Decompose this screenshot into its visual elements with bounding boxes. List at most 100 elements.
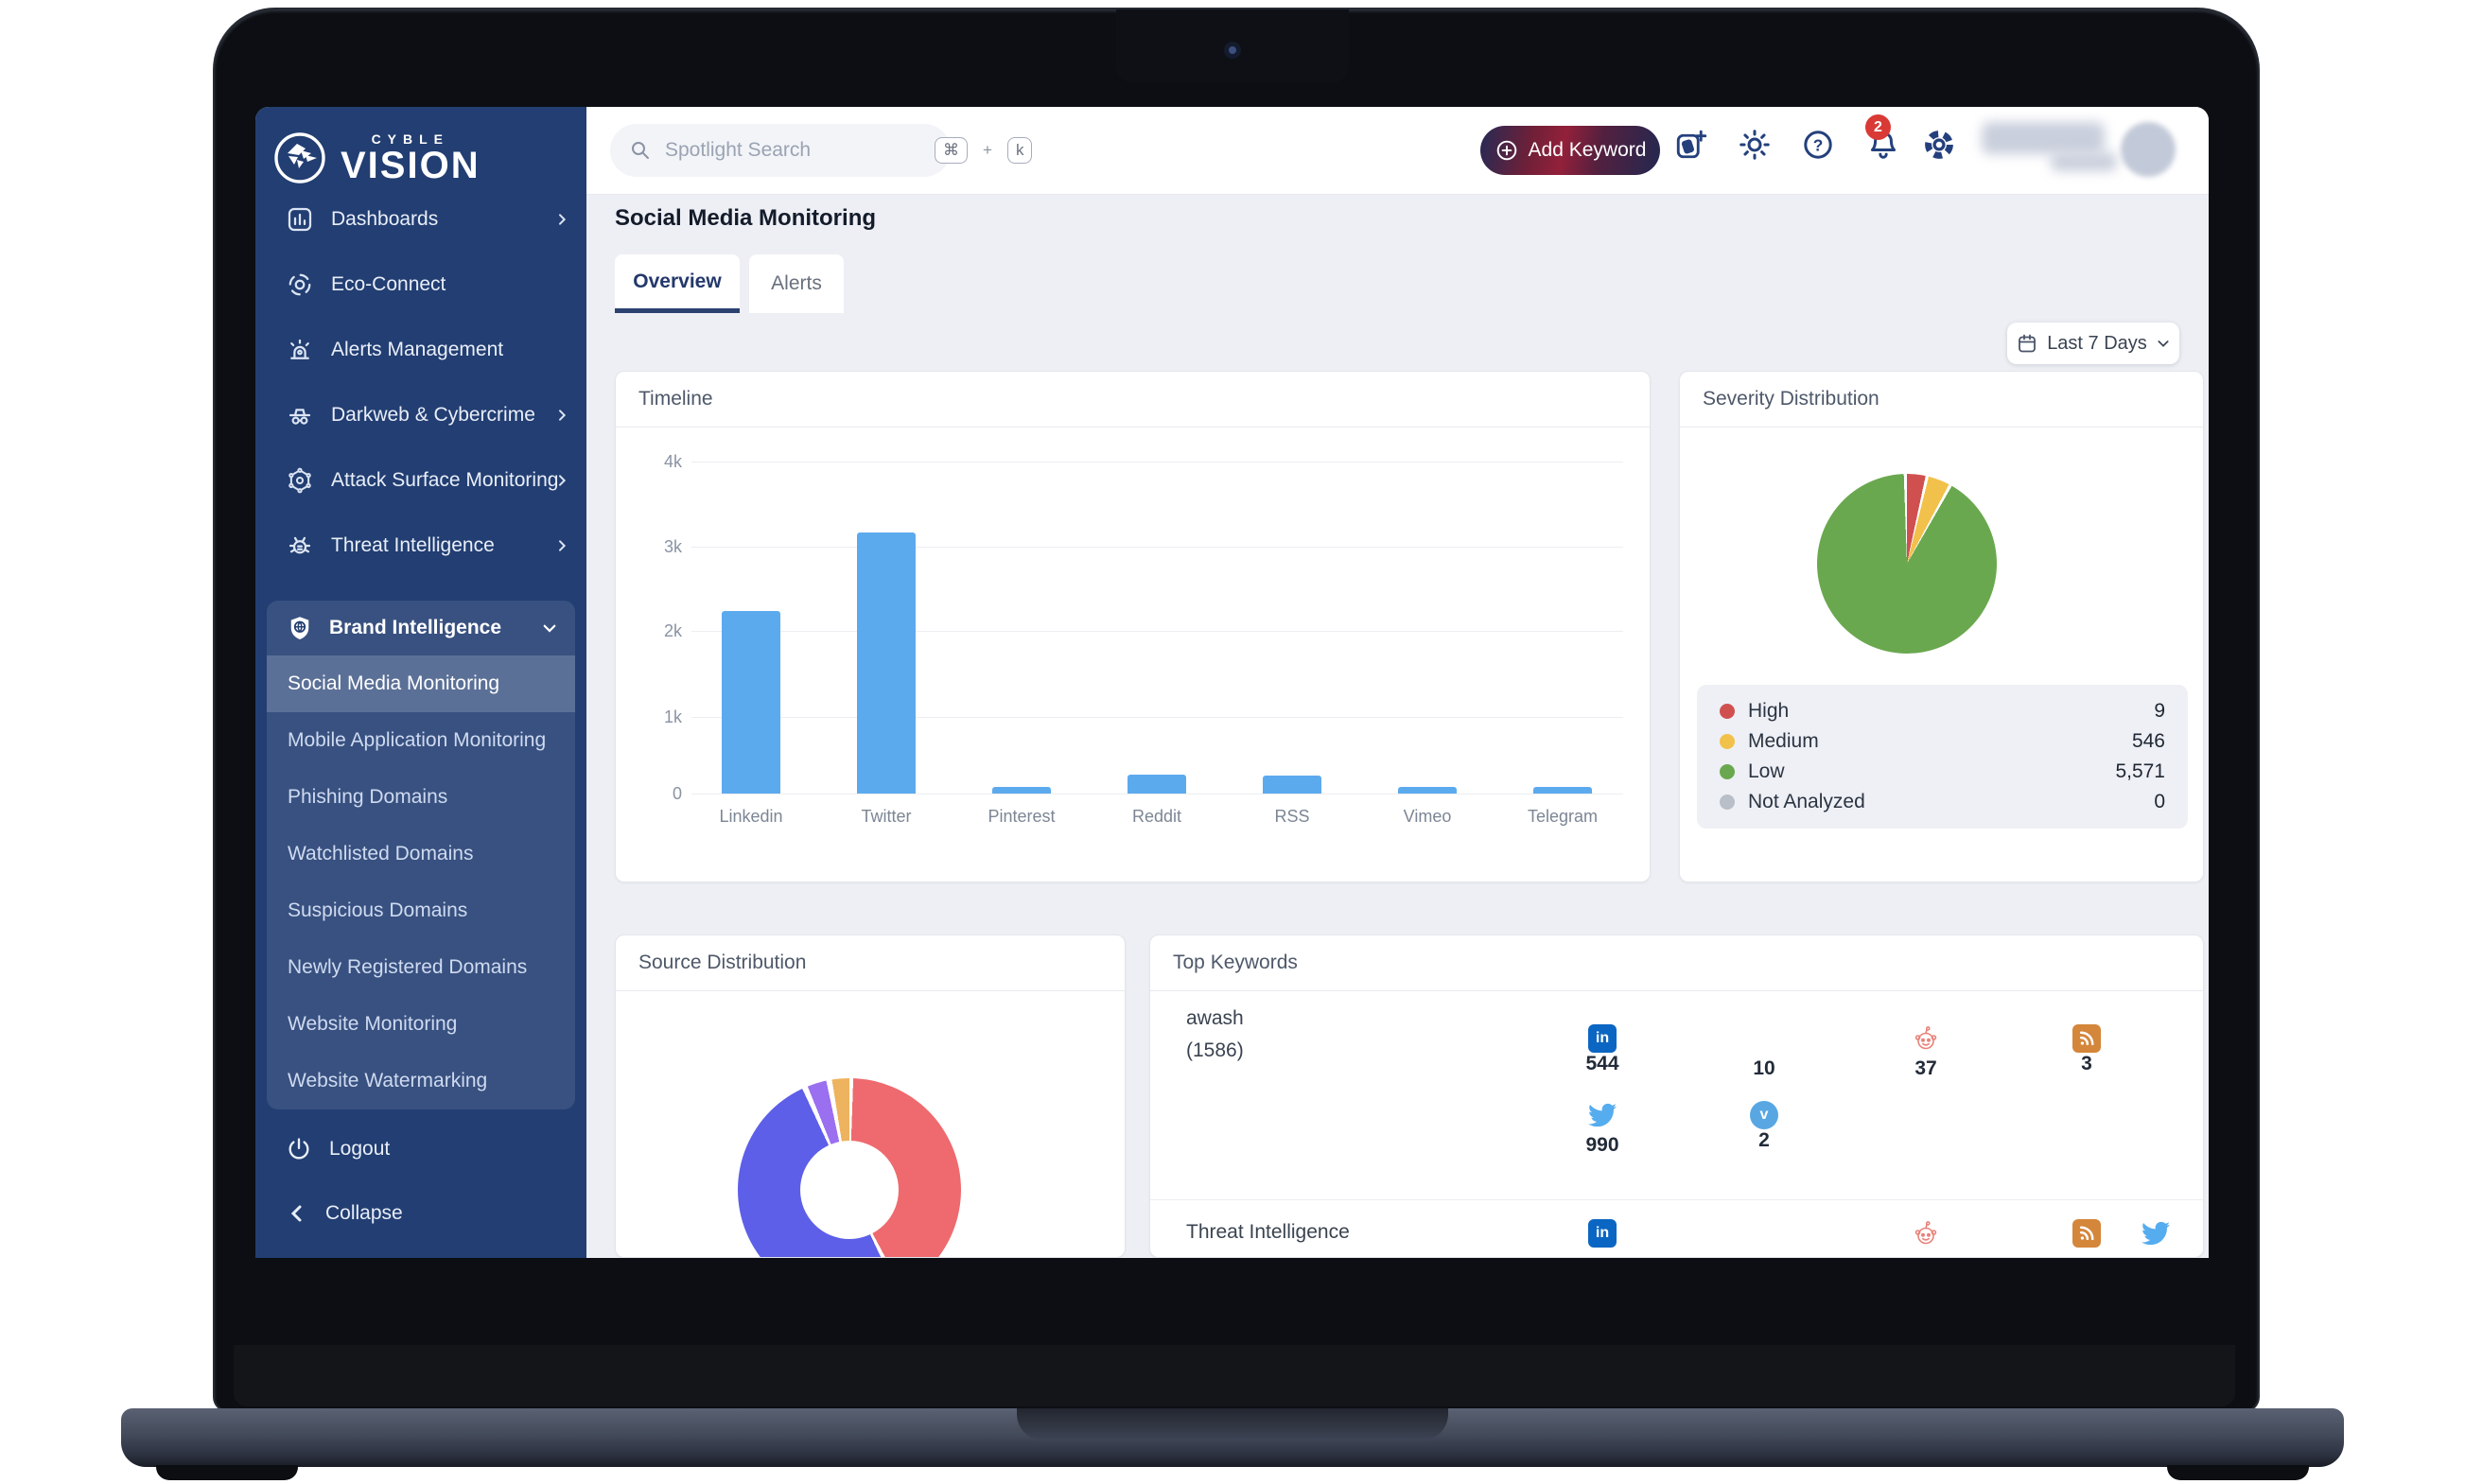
metric-value: 544 xyxy=(1585,1053,1619,1074)
sidebar-item-website-monitoring[interactable]: Website Monitoring xyxy=(267,996,575,1053)
incognito-icon xyxy=(286,401,314,429)
date-range-label: Last 7 Days xyxy=(2047,332,2147,354)
add-keyword-button[interactable]: Add Keyword xyxy=(1480,126,1660,175)
keyword-name: Threat Intelligence xyxy=(1186,1221,1350,1243)
sidebar-item-newly-registered-domains[interactable]: Newly Registered Domains xyxy=(267,939,575,996)
bar-pinterest xyxy=(992,787,1051,794)
siren-icon xyxy=(286,336,314,364)
webcam-icon xyxy=(1224,42,1241,59)
collapse-label: Collapse xyxy=(325,1202,403,1224)
bar-telegram xyxy=(1533,787,1592,794)
y-tick: 3k xyxy=(663,537,682,556)
blank-icon xyxy=(1750,1024,1778,1053)
logout-label: Logout xyxy=(329,1138,391,1160)
theme-toggle-button[interactable] xyxy=(1734,124,1775,166)
sidebar-item-phishing-domains[interactable]: Phishing Domains xyxy=(267,769,575,826)
timeline-card: Timeline 4k 3k 2k 1k 0 Linkedin xyxy=(615,371,1651,882)
metric-linkedin: in 544 xyxy=(1536,1024,1669,1075)
legend-value: 546 xyxy=(2131,730,2165,752)
metric-value: 3 xyxy=(2081,1053,2092,1074)
sidebar-item-watchlisted-domains[interactable]: Watchlisted Domains xyxy=(267,826,575,882)
metric-value: 10 xyxy=(1753,1057,1775,1079)
sidebar-group-brand-intelligence: Brand Intelligence Social Media Monitori… xyxy=(267,601,575,1109)
reddit-icon xyxy=(1912,1024,1940,1053)
sidebar-item-social-media-monitoring[interactable]: Social Media Monitoring xyxy=(267,655,575,712)
chevron-right-icon xyxy=(554,538,569,553)
page-title: Social Media Monitoring xyxy=(615,205,877,231)
metric-reddit: 37 xyxy=(1860,1024,1992,1080)
bar-twitter xyxy=(857,532,916,794)
metric-rss: 3 xyxy=(2020,1024,2153,1075)
twitter-icon xyxy=(2142,1219,2170,1248)
sidebar-item-darkweb-cybercrime[interactable]: Darkweb & Cybercrime xyxy=(255,390,586,441)
add-card-button[interactable] xyxy=(1670,124,1711,166)
vimeo-icon: v xyxy=(1750,1101,1778,1129)
search-input[interactable] xyxy=(663,138,923,163)
sidebar-item-suspicious-domains[interactable]: Suspicious Domains xyxy=(267,882,575,939)
avatar[interactable] xyxy=(2121,122,2176,177)
sub-item-label: Social Media Monitoring xyxy=(288,672,500,694)
calendar-icon xyxy=(2016,332,2038,355)
legend-row-high: High 9 xyxy=(1720,700,2165,723)
power-icon xyxy=(286,1136,312,1162)
user-role-redacted xyxy=(2051,152,2117,171)
legend-label: Not Analyzed xyxy=(1748,791,1865,812)
tab-overview[interactable]: Overview xyxy=(615,254,740,313)
rss-icon xyxy=(2072,1024,2101,1053)
plus-separator: + xyxy=(983,141,992,159)
sub-item-label: Suspicious Domains xyxy=(288,899,468,921)
donut-hole xyxy=(800,1141,899,1239)
source-card-title: Source Distribution xyxy=(616,935,1125,991)
app-screen: CYBLE VISION Dashboards xyxy=(255,107,2209,1258)
sidebar-item-eco-connect[interactable]: Eco-Connect xyxy=(255,259,586,310)
logout-button[interactable]: Logout xyxy=(255,1124,586,1175)
search-icon xyxy=(629,139,652,162)
legend-row-not-analyzed: Not Analyzed 0 xyxy=(1720,791,2165,813)
x-tick: Vimeo xyxy=(1403,807,1452,826)
date-range-filter[interactable]: Last 7 Days xyxy=(2007,323,2179,364)
laptop-foot-left xyxy=(156,1465,298,1480)
legend-value: 5,571 xyxy=(2115,760,2165,782)
chevron-left-icon xyxy=(286,1202,308,1225)
sidebar-item-label: Attack Surface Monitoring xyxy=(331,469,559,491)
tab-alerts[interactable]: Alerts xyxy=(749,254,844,313)
sidebar-item-attack-surface-monitoring[interactable]: Attack Surface Monitoring xyxy=(255,455,586,506)
sub-item-label: Website Watermarking xyxy=(288,1070,488,1091)
twitter-icon xyxy=(1588,1101,1617,1129)
sidebar-item-label: Dashboards xyxy=(331,208,439,230)
chevron-right-icon xyxy=(554,408,569,423)
top-keywords-card: Top Keywords awash (1586) in 544 10 xyxy=(1149,934,2204,1258)
sidebar-item-dashboards[interactable]: Dashboards xyxy=(255,194,586,245)
x-tick: RSS xyxy=(1274,807,1310,826)
sidebar-item-label: Alerts Management xyxy=(331,339,504,360)
severity-card-title: Severity Distribution xyxy=(1680,372,2203,428)
metric-value: 2 xyxy=(1758,1129,1770,1151)
sidebar-item-threat-intelligence[interactable]: Threat Intelligence xyxy=(255,520,586,571)
x-tick: Reddit xyxy=(1131,807,1182,826)
collapse-sidebar-button[interactable]: Collapse xyxy=(255,1188,586,1239)
sidebar-item-alerts-management[interactable]: Alerts Management xyxy=(255,324,586,375)
keyword-name: awash xyxy=(1186,1007,1244,1029)
spotlight-search[interactable]: ⌘ + k xyxy=(610,124,1033,177)
legend-dot xyxy=(1720,734,1735,749)
sidebar-item-label: Darkweb & Cybercrime xyxy=(331,404,535,426)
timeline-card-title: Timeline xyxy=(616,372,1650,428)
sidebar-item-website-watermarking[interactable]: Website Watermarking xyxy=(267,1053,575,1109)
severity-legend: High 9 Medium 546 Low 5,571 Not Analyzed… xyxy=(1697,685,2188,829)
row-divider xyxy=(1150,1199,2203,1200)
laptop-base-notch xyxy=(1017,1408,1448,1440)
legend-dot xyxy=(1720,704,1735,719)
sidebar-item-mobile-application-monitoring[interactable]: Mobile Application Monitoring xyxy=(267,712,575,769)
laptop-foot-right xyxy=(2167,1465,2309,1480)
help-button[interactable]: ? xyxy=(1797,124,1839,166)
x-tick: Pinterest xyxy=(988,807,1056,826)
sidebar-item-brand-intelligence[interactable]: Brand Intelligence xyxy=(267,601,575,655)
question-circle-icon: ? xyxy=(1801,128,1835,162)
cmd-keycap: ⌘ xyxy=(935,136,968,165)
logo-text-cyble: CYBLE xyxy=(371,131,450,147)
legend-row-medium: Medium 546 xyxy=(1720,730,2165,753)
tab-label: Alerts xyxy=(771,272,822,294)
bar-linkedin xyxy=(722,611,780,794)
settings-button[interactable] xyxy=(1918,124,1960,166)
